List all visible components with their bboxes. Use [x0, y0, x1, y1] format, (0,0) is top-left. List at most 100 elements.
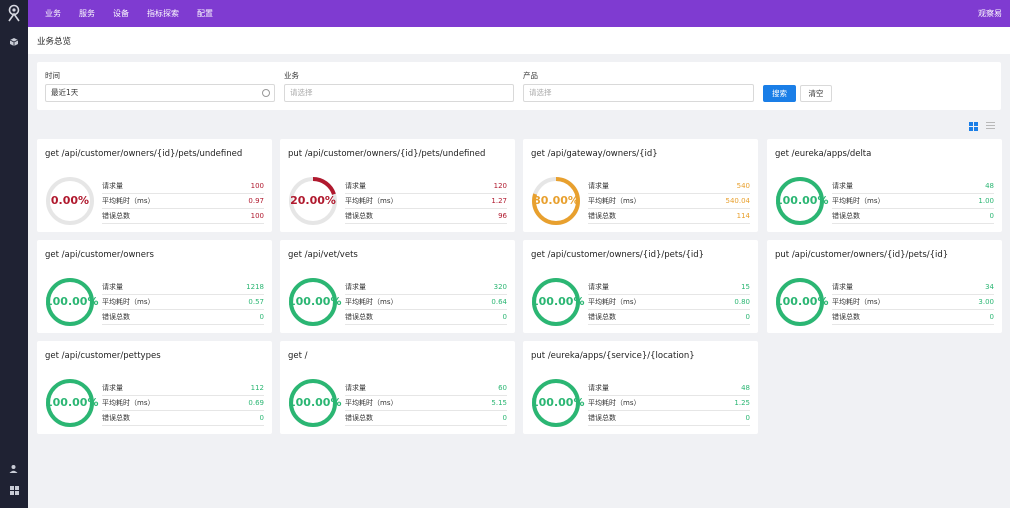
apps-grid-icon[interactable] — [8, 486, 20, 498]
metric-label: 错误总数 — [102, 313, 130, 321]
metric-row-avg-time: 平均耗时（ms） 0.80 — [588, 295, 750, 310]
metric-label: 请求量 — [345, 384, 366, 392]
business-card[interactable]: get / 100.00% 请求量 60 平均耗时（ms） 5.15 错误总数 0 — [280, 341, 515, 434]
card-title[interactable]: put /eureka/apps/{service}/{location} — [531, 351, 695, 361]
metric-value: 0 — [259, 313, 264, 321]
nav-item-service[interactable]: 服务 — [79, 9, 95, 18]
nav-item-business[interactable]: 业务 — [45, 9, 61, 18]
success-rate-ring: 80.00% — [531, 176, 581, 226]
metric-row-errors: 错误总数 0 — [588, 310, 750, 325]
metric-row-requests: 请求量 34 — [832, 280, 994, 295]
metric-value: 0.69 — [248, 399, 264, 407]
metric-label: 平均耗时（ms） — [588, 399, 641, 407]
metric-label: 请求量 — [102, 384, 123, 392]
product-name: 观察易 — [978, 9, 1002, 18]
nav-item-config[interactable]: 配置 — [197, 9, 213, 18]
product-select[interactable]: 请选择 — [523, 84, 754, 102]
ring-progress — [532, 278, 580, 326]
metric-row-avg-time: 平均耗时（ms） 1.27 — [345, 194, 507, 209]
metric-value: 112 — [250, 384, 264, 392]
card-title[interactable]: get /api/customer/owners/{id}/pets/{id} — [531, 250, 705, 260]
list-view-icon[interactable] — [986, 122, 995, 131]
business-card[interactable]: get /api/gateway/owners/{id} 80.00% 请求量 540… — [523, 139, 758, 232]
metrics-list: 请求量 48 平均耗时（ms） 1.00 错误总数 0 — [832, 179, 994, 224]
business-card[interactable]: get /api/customer/owners 100.00% 请求量 1218 平均… — [37, 240, 272, 333]
metric-row-errors: 错误总数 0 — [102, 411, 264, 426]
clock-icon — [262, 89, 270, 97]
metric-value: 34 — [985, 283, 994, 291]
sidebar — [0, 0, 28, 508]
success-rate-percent: 100.00% — [531, 295, 585, 308]
metric-value: 1.27 — [491, 197, 507, 205]
business-card[interactable]: get /eureka/apps/delta 100.00% 请求量 48 平均耗时（m… — [767, 139, 1002, 232]
ring-progress — [46, 379, 94, 427]
card-title[interactable]: put /api/customer/owners/{id}/pets/undef… — [288, 149, 486, 159]
metric-label: 请求量 — [588, 283, 609, 291]
page-header: 业务总览 — [28, 27, 1010, 54]
metric-row-errors: 错误总数 0 — [832, 310, 994, 325]
metric-value: 540 — [736, 182, 750, 190]
metric-value: 5.15 — [491, 399, 507, 407]
nav-item-metric-explore[interactable]: 指标探索 — [147, 9, 179, 18]
clear-button[interactable]: 清空 — [800, 85, 832, 102]
metric-label: 请求量 — [588, 384, 609, 392]
business-card[interactable]: put /eureka/apps/{service}/{location} 100… — [523, 341, 758, 434]
metric-row-requests: 请求量 112 — [102, 381, 264, 396]
metric-value: 0 — [502, 414, 507, 422]
metric-row-errors: 错误总数 0 — [832, 209, 994, 224]
card-title[interactable]: get /api/customer/pettypes — [45, 351, 161, 361]
metric-label: 平均耗时（ms） — [102, 399, 155, 407]
business-card[interactable]: get /api/customer/owners/{id}/pets/{id} 1… — [523, 240, 758, 333]
metric-value: 0 — [989, 313, 994, 321]
search-button[interactable]: 搜索 — [763, 85, 796, 102]
business-card[interactable]: put /api/customer/owners/{id}/pets/{id} 1… — [767, 240, 1002, 333]
metric-label: 请求量 — [102, 283, 123, 291]
grid-view-icon[interactable] — [969, 122, 978, 131]
metric-value: 114 — [736, 212, 750, 220]
business-card[interactable]: get /api/vet/vets 100.00% 请求量 320 平均耗时（ms） 0.… — [280, 240, 515, 333]
metric-label: 错误总数 — [102, 212, 130, 220]
card-title[interactable]: get /api/customer/owners — [45, 250, 154, 260]
card-title[interactable]: get /eureka/apps/delta — [775, 149, 872, 159]
metric-row-requests: 请求量 540 — [588, 179, 750, 194]
metric-label: 错误总数 — [345, 414, 373, 422]
metric-label: 错误总数 — [102, 414, 130, 422]
business-card[interactable]: get /api/customer/pettypes 100.00% 请求量 112 平… — [37, 341, 272, 434]
metrics-list: 请求量 15 平均耗时（ms） 0.80 错误总数 0 — [588, 280, 750, 325]
metric-value: 0 — [259, 414, 264, 422]
metric-label: 平均耗时（ms） — [345, 197, 398, 205]
success-rate-percent: 100.00% — [288, 396, 342, 409]
metric-label: 请求量 — [345, 182, 366, 190]
top-nav-bar: 业务 服务 设备 指标探索 配置 观察易 — [28, 0, 1010, 27]
metric-row-requests: 请求量 60 — [345, 381, 507, 396]
card-title[interactable]: get /api/vet/vets — [288, 250, 358, 260]
metric-value: 48 — [985, 182, 994, 190]
user-icon[interactable] — [8, 464, 20, 476]
ring-progress — [46, 278, 94, 326]
metric-row-requests: 请求量 48 — [588, 381, 750, 396]
business-card[interactable]: get /api/customer/owners/{id}/pets/undef… — [37, 139, 272, 232]
success-rate-ring: 0.00% — [45, 176, 95, 226]
card-title[interactable]: get / — [288, 351, 308, 361]
cube-icon[interactable] — [8, 37, 20, 49]
metric-row-requests: 请求量 15 — [588, 280, 750, 295]
card-title[interactable]: get /api/customer/owners/{id}/pets/undef… — [45, 149, 243, 159]
metric-value: 100 — [250, 212, 264, 220]
time-range-input[interactable]: 最近1天 — [45, 84, 275, 102]
metric-value: 540.04 — [725, 197, 751, 205]
card-title[interactable]: get /api/gateway/owners/{id} — [531, 149, 658, 159]
metrics-list: 请求量 320 平均耗时（ms） 0.64 错误总数 0 — [345, 280, 507, 325]
metric-label: 请求量 — [832, 283, 853, 291]
card-title[interactable]: put /api/customer/owners/{id}/pets/{id} — [775, 250, 949, 260]
nav-item-device[interactable]: 设备 — [113, 9, 129, 18]
app-logo[interactable] — [6, 4, 22, 22]
business-card[interactable]: put /api/customer/owners/{id}/pets/undef… — [280, 139, 515, 232]
success-rate-percent: 100.00% — [45, 396, 99, 409]
metric-value: 1218 — [246, 283, 264, 291]
success-rate-ring: 20.00% — [288, 176, 338, 226]
metric-value: 0.57 — [248, 298, 264, 306]
success-rate-percent: 100.00% — [45, 295, 99, 308]
metric-label: 错误总数 — [588, 212, 616, 220]
business-select[interactable]: 请选择 — [284, 84, 514, 102]
metric-row-errors: 错误总数 100 — [102, 209, 264, 224]
